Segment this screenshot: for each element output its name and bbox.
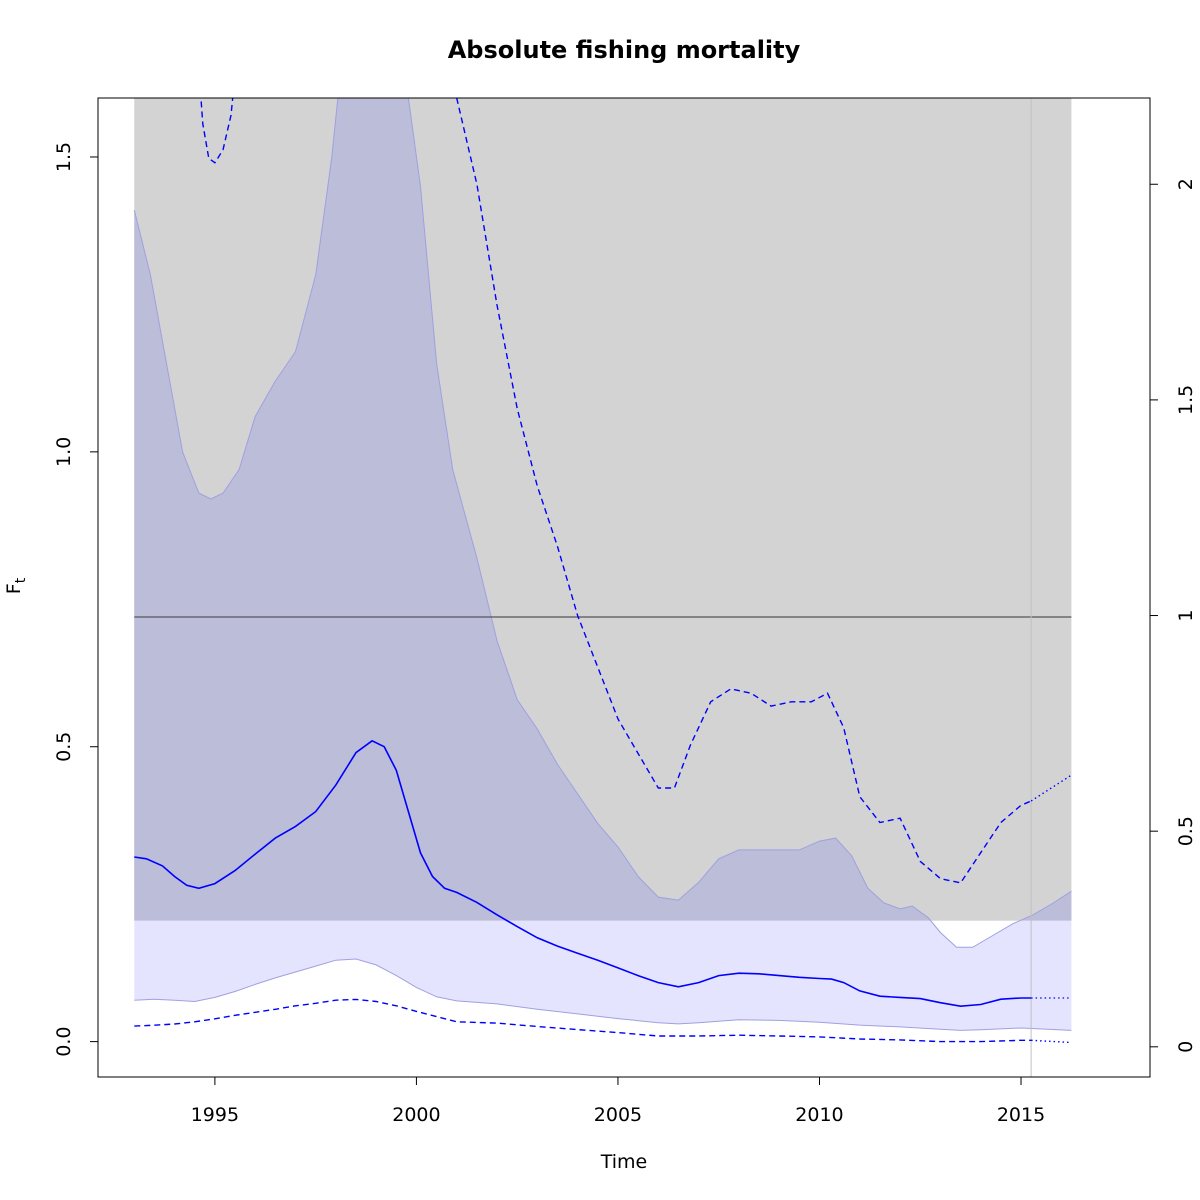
y-axis-label-sub: t <box>13 577 29 583</box>
ci-band-upper-part <box>134 98 1072 921</box>
y-tick-label: 0.5 <box>53 732 75 762</box>
y-axis-label-main: F <box>3 583 25 594</box>
chart-title: Absolute fishing mortality <box>448 36 801 64</box>
x-axis-label: Time <box>600 1151 648 1173</box>
right-axis-series-line <box>200 98 234 164</box>
y-axis-label: Ft <box>3 577 29 594</box>
x-tick-label: 1995 <box>191 1104 239 1126</box>
plot-area: 1995 2000 2005 2010 2015 0.0 0.5 1.0 1.5 0 0.5 1 1.5… <box>53 97 1197 1126</box>
right-y-tick-label: 2 <box>1175 178 1197 190</box>
y-tick-label: 1.5 <box>53 142 75 172</box>
y-tick-label: 1.0 <box>53 437 75 467</box>
svg-text:Ft: Ft <box>3 577 29 594</box>
right-axis-series-line <box>1030 774 1072 802</box>
right-y-tick-label: 1 <box>1175 609 1197 621</box>
ci-lower-edge <box>134 958 1072 1031</box>
right-axis-series-line <box>456 98 1032 884</box>
x-tick-label: 2010 <box>795 1104 843 1126</box>
right-y-tick-label: 1.5 <box>1175 385 1197 415</box>
right-axis-series-line <box>134 998 1032 1043</box>
plot-content <box>133 98 1072 1077</box>
right-y-tick-label: 0 <box>1175 1041 1197 1053</box>
y-tick-label: 0.0 <box>53 1027 75 1057</box>
estimate-series-line <box>134 739 1032 1008</box>
right-axis-series-line <box>1031 1039 1072 1044</box>
ci-upper-edge <box>133 98 1072 948</box>
ci-band-lower-part <box>134 920 1072 1031</box>
x-tick-label: 2015 <box>997 1104 1045 1126</box>
plot-frame <box>97 97 1151 1078</box>
x-tick-label: 2000 <box>392 1104 440 1126</box>
x-tick-label: 2005 <box>594 1104 642 1126</box>
right-y-tick-label: 0.5 <box>1175 816 1197 846</box>
